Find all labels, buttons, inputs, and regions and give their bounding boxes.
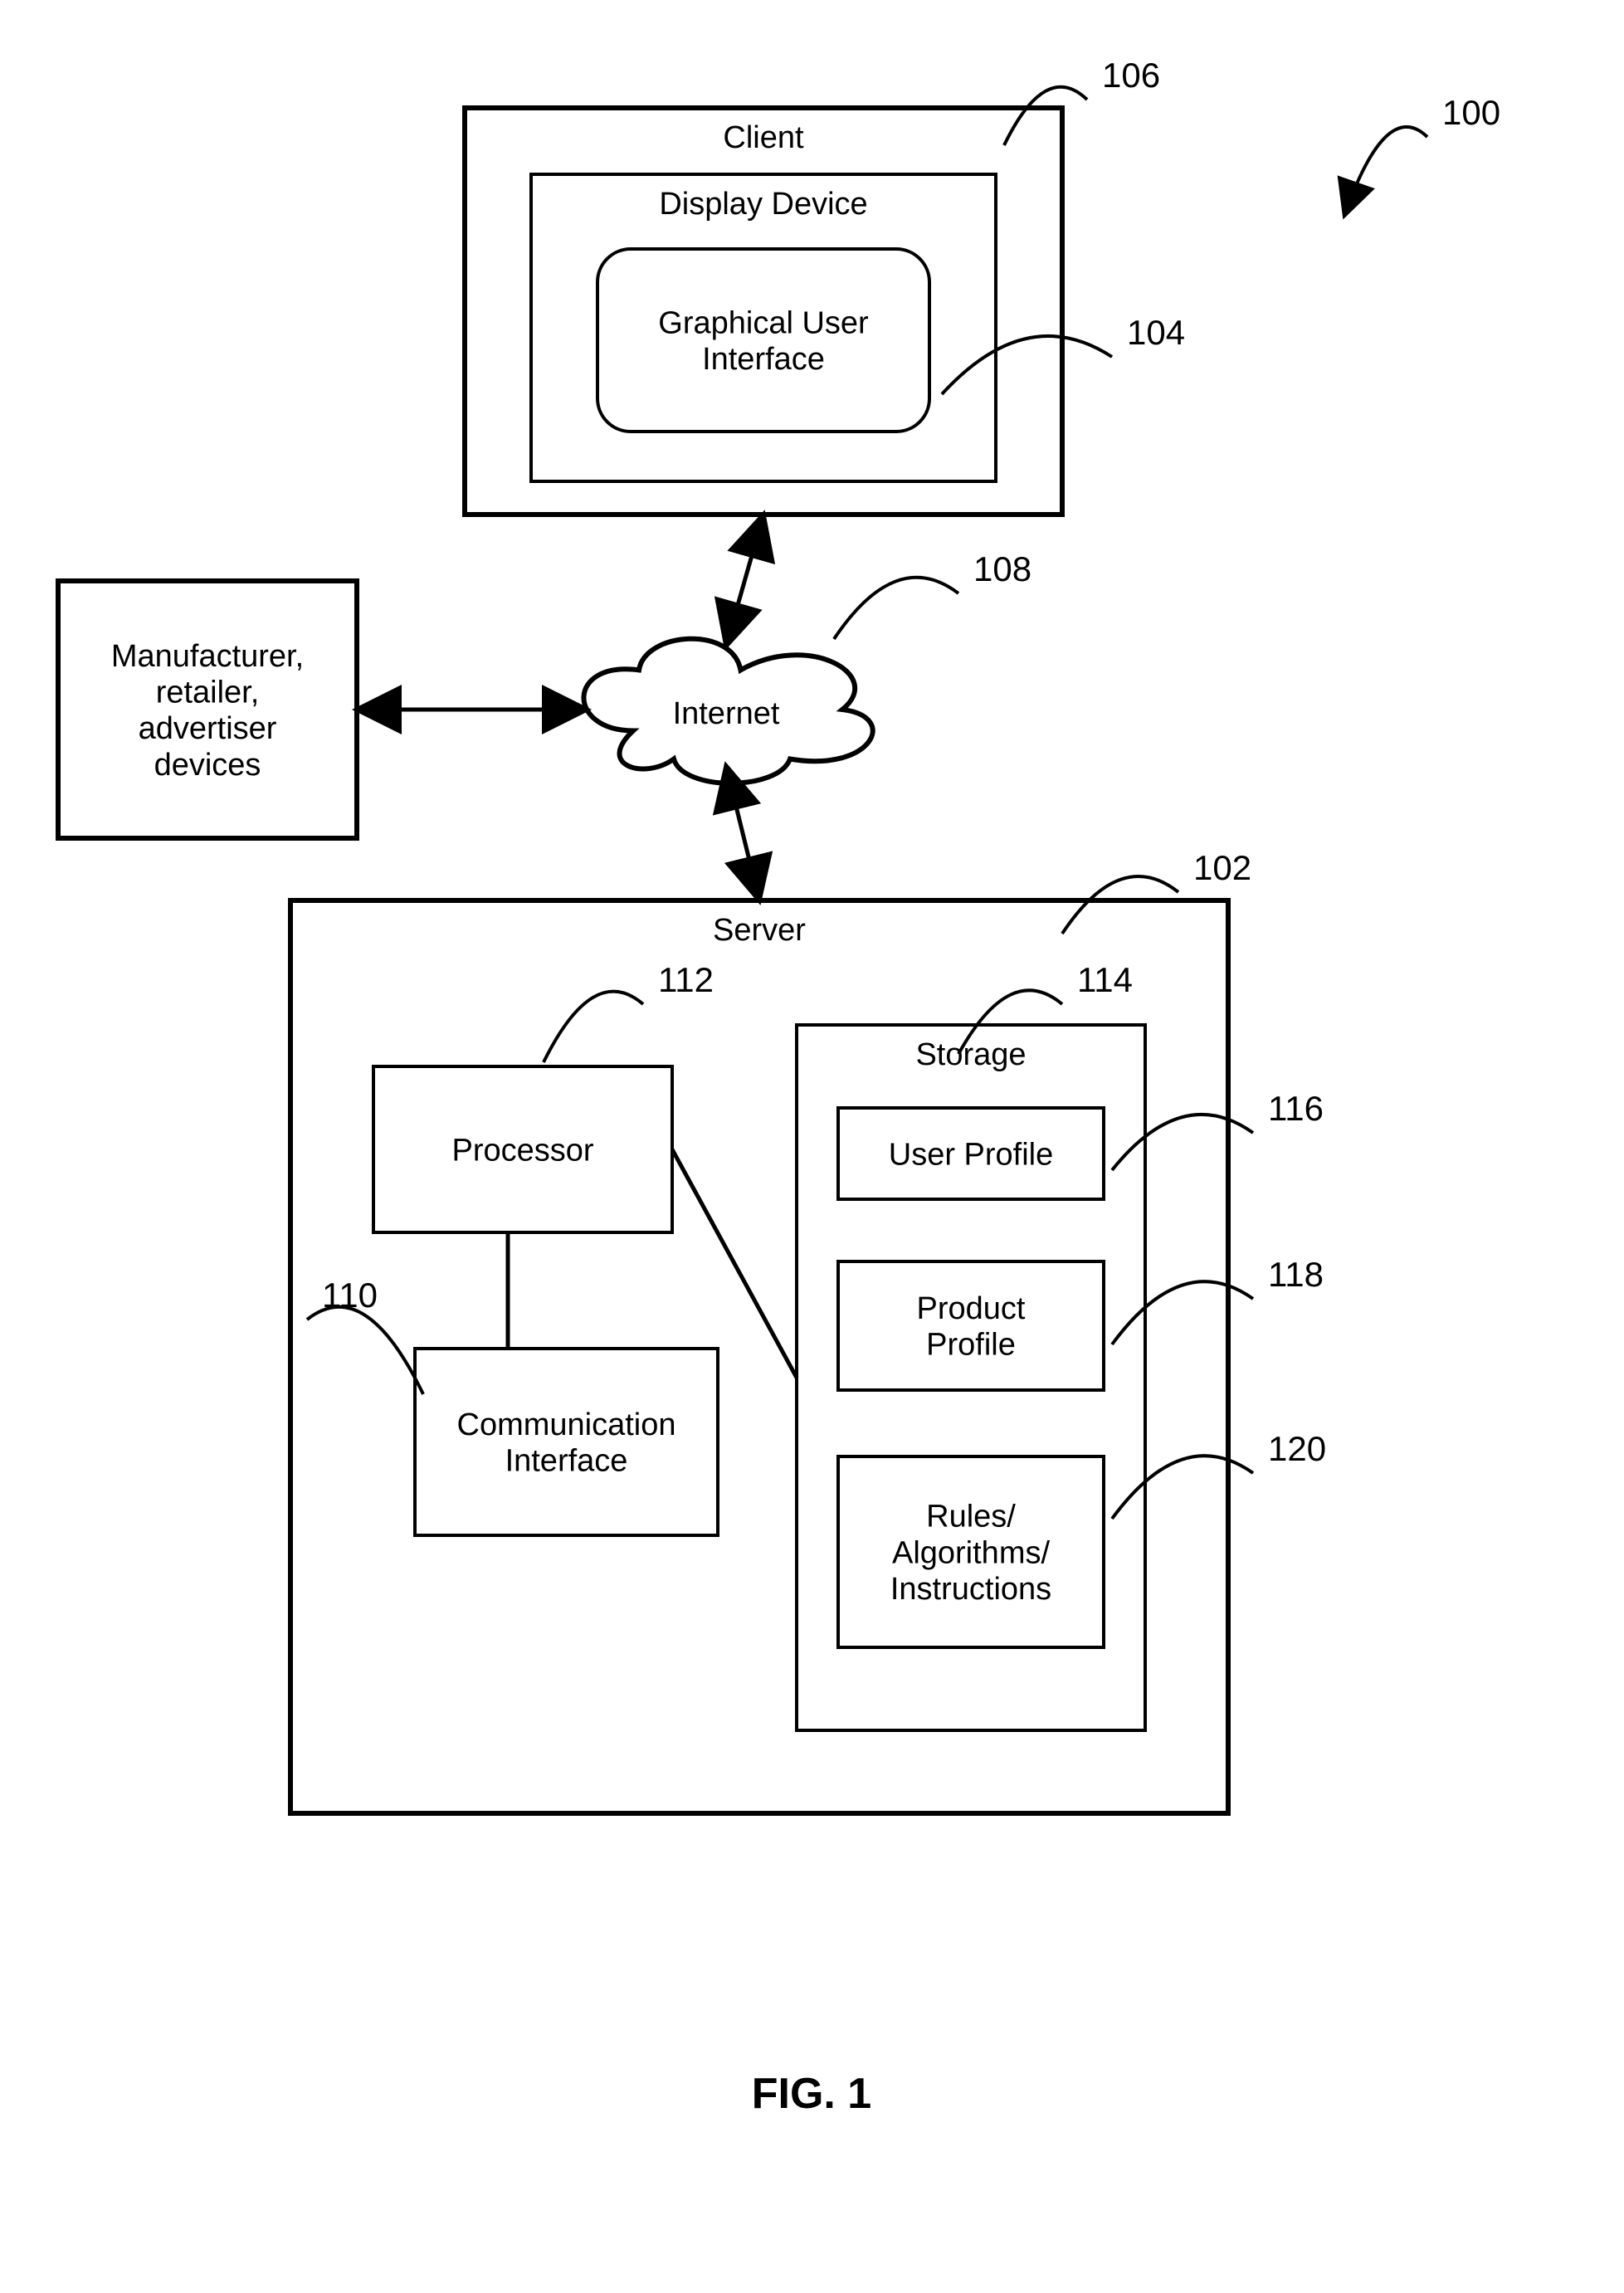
ref-label-100: 100 [1442, 93, 1500, 132]
gui-node: Graphical UserInterface [597, 249, 929, 432]
manufacturer-node: Manufacturer,retailer,advertiserdevices [58, 581, 357, 838]
svg-text:Storage: Storage [915, 1037, 1026, 1072]
ref-leader-108 [834, 578, 958, 639]
ref-label-110: 110 [322, 1276, 378, 1315]
product_profile-node: ProductProfile [838, 1261, 1104, 1390]
svg-text:Display Device: Display Device [659, 187, 867, 222]
ref-label-116: 116 [1268, 1089, 1324, 1128]
svg-text:Processor: Processor [451, 1133, 593, 1168]
processor-node: Processor [373, 1066, 672, 1232]
rules-node: Rules/Algorithms/Instructions [838, 1456, 1104, 1647]
system-architecture-diagram: Client Display Device Graphical UserInterf… [0, 0, 1624, 2293]
comm-node: CommunicationInterface [415, 1349, 718, 1535]
svg-text:Client: Client [723, 120, 804, 155]
ref-leader-100 [1344, 127, 1427, 216]
ref-label-106: 106 [1102, 56, 1160, 95]
svg-text:User Profile: User Profile [889, 1137, 1054, 1172]
ref-label-104: 104 [1127, 313, 1185, 352]
ref-label-112: 112 [658, 960, 714, 999]
ref-label-118: 118 [1268, 1255, 1324, 1294]
ref-label-102: 102 [1193, 848, 1251, 887]
svg-text:Internet: Internet [673, 696, 780, 731]
figure-caption: FIG. 1 [752, 2070, 871, 2118]
ref-label-120: 120 [1268, 1429, 1326, 1468]
ref-label-108: 108 [973, 549, 1031, 588]
svg-text:ProductProfile: ProductProfile [917, 1291, 1026, 1363]
ref-label-114: 114 [1077, 960, 1133, 999]
user_profile-node: User Profile [838, 1108, 1104, 1199]
svg-text:Server: Server [713, 913, 806, 948]
internet-to-server-connector [726, 766, 759, 900]
internet-node: Internet [583, 639, 872, 783]
client-to-internet-connector [726, 515, 763, 646]
